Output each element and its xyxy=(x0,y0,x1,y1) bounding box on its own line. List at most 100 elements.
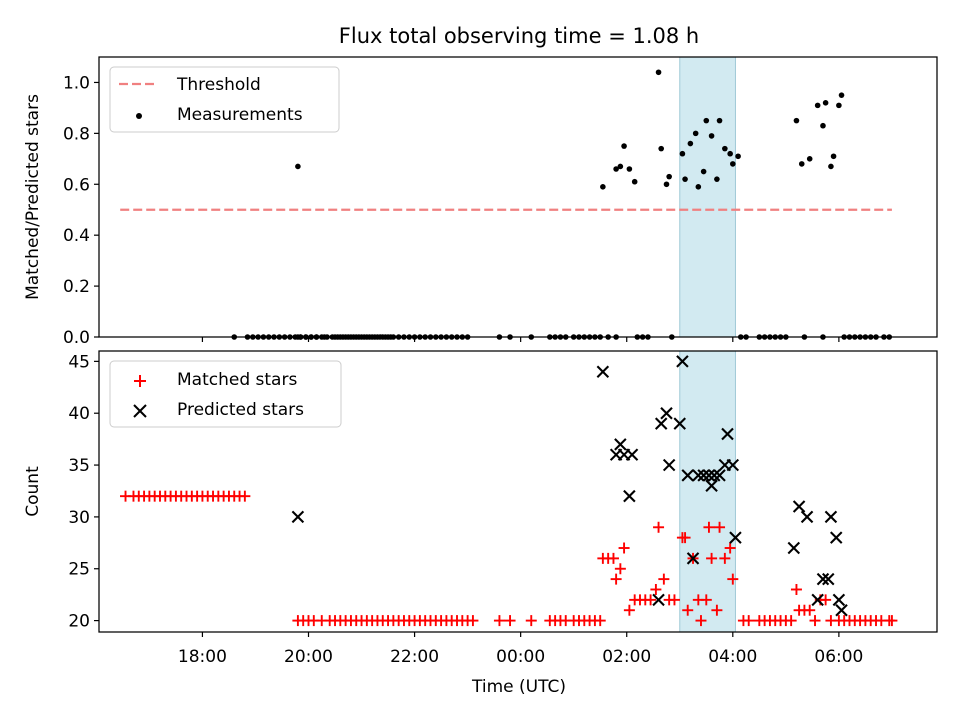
x-tick-label: 20:00 xyxy=(284,647,333,667)
bottom-shaded-region xyxy=(679,350,736,633)
predicted-point xyxy=(816,572,830,586)
matched-point xyxy=(614,563,626,575)
matched-point xyxy=(682,604,694,616)
predicted-point xyxy=(697,469,710,482)
x-tick-label: 04:00 xyxy=(708,647,757,667)
predicted-point xyxy=(835,603,848,617)
matched-point xyxy=(668,594,680,606)
predicted-point xyxy=(705,479,718,493)
predicted-point xyxy=(800,510,814,524)
predicted-point xyxy=(596,365,610,378)
measurement-point xyxy=(735,153,741,160)
predicted-point xyxy=(729,531,742,544)
measurement-point xyxy=(716,117,723,124)
predicted-stars-series xyxy=(291,355,848,617)
y-tick-label: 20 xyxy=(68,612,90,632)
matched-point xyxy=(695,615,707,627)
matched-point xyxy=(724,542,736,554)
top-axes-frame xyxy=(98,56,938,338)
matched-point xyxy=(727,573,739,585)
predicted-point xyxy=(291,510,305,524)
legend-measurements-swatch xyxy=(136,113,142,119)
matched-point xyxy=(610,573,622,585)
matched-point xyxy=(706,552,718,564)
top-x-ticks xyxy=(201,337,840,342)
matched-point xyxy=(525,615,537,627)
top-legend: Threshold Measurements xyxy=(109,66,340,133)
predicted-point xyxy=(713,469,726,482)
predicted-point xyxy=(692,469,705,482)
y-tick-label: 0.2 xyxy=(63,277,90,297)
chart-title: Flux total observing time = 1.08 h xyxy=(339,24,699,48)
measurement-point xyxy=(806,156,813,162)
matched-point xyxy=(714,521,726,533)
y-tick-label: 45 xyxy=(68,352,90,372)
predicted-point xyxy=(721,427,734,441)
y-tick-label: 0.6 xyxy=(63,175,90,195)
measurement-point xyxy=(838,92,845,98)
measurement-point xyxy=(687,140,694,147)
predicted-point xyxy=(829,531,843,544)
measurement-point xyxy=(663,181,670,188)
legend-predicted-label: Predicted stars xyxy=(177,400,304,420)
predicted-point xyxy=(686,552,700,565)
legend-predicted-swatch xyxy=(133,404,147,418)
predicted-point xyxy=(652,593,665,607)
legend-threshold-label: Threshold xyxy=(176,75,261,95)
measurement-point xyxy=(820,122,826,129)
measurement-point xyxy=(600,184,606,190)
matched-stars-series xyxy=(120,490,898,627)
matched-point xyxy=(711,604,723,616)
measurement-point xyxy=(695,184,702,190)
legend-matched-swatch xyxy=(134,375,146,387)
predicted-point xyxy=(824,510,838,524)
predicted-point xyxy=(792,500,806,513)
top-y-axis-label: Matched/Predicted stars xyxy=(23,94,43,300)
matched-point xyxy=(239,490,251,502)
measurement-point xyxy=(836,102,842,109)
bottom-y-ticks: 20 25 30 35 40 45 xyxy=(68,352,99,632)
predicted-point xyxy=(787,541,801,555)
measurement-point xyxy=(631,178,638,185)
matched-point xyxy=(467,615,479,627)
measurement-point xyxy=(822,100,829,106)
y-tick-label: 35 xyxy=(68,456,90,476)
bottom-y-axis-label: Count xyxy=(23,466,43,517)
y-tick-label: 40 xyxy=(68,404,90,424)
top-y-ticks: 0.0 0.2 0.4 0.6 0.8 1.0 xyxy=(63,73,99,348)
bottom-legend: Matched stars Predicted stars xyxy=(109,360,342,428)
predicted-point xyxy=(662,458,676,472)
matched-point xyxy=(618,542,630,554)
bottom-x-ticks: 18:00 20:00 22:00 00:00 02:00 04:00 06:00 xyxy=(178,632,863,667)
top-panel: 0.0 0.2 0.4 0.6 0.8 1.0 Matched/Predicted sta… xyxy=(23,56,938,348)
measurement-point xyxy=(703,117,710,124)
matched-point xyxy=(785,615,797,627)
x-tick-label: 18:00 xyxy=(178,647,227,667)
matched-point xyxy=(820,594,832,606)
y-tick-label: 25 xyxy=(68,560,90,580)
measurement-point xyxy=(814,102,821,109)
x-tick-label: 00:00 xyxy=(496,647,545,667)
y-tick-label: 0.8 xyxy=(63,124,90,144)
predicted-point xyxy=(726,458,740,472)
matched-point xyxy=(645,594,657,606)
legend-matched-label: Matched stars xyxy=(177,370,297,390)
bottom-panel: 20 25 30 35 40 45 18:00 20:00 22:00 00:00 02:00 04… xyxy=(23,350,938,697)
measurement-point xyxy=(682,176,688,182)
measurement-point xyxy=(617,163,624,170)
top-shaded-region xyxy=(679,56,736,338)
x-tick-label: 22:00 xyxy=(390,647,439,667)
matched-point xyxy=(658,573,670,585)
matched-point xyxy=(703,521,715,533)
measurement-point xyxy=(830,153,837,160)
y-tick-label: 0.0 xyxy=(63,328,90,348)
matched-point xyxy=(493,615,505,627)
predicted-point xyxy=(676,355,689,368)
measurement-point xyxy=(626,166,633,172)
y-tick-label: 30 xyxy=(68,508,90,528)
measurement-point xyxy=(730,161,736,167)
matched-point xyxy=(653,521,665,533)
bottom-axes-frame xyxy=(98,350,938,633)
measurement-point xyxy=(714,176,720,182)
